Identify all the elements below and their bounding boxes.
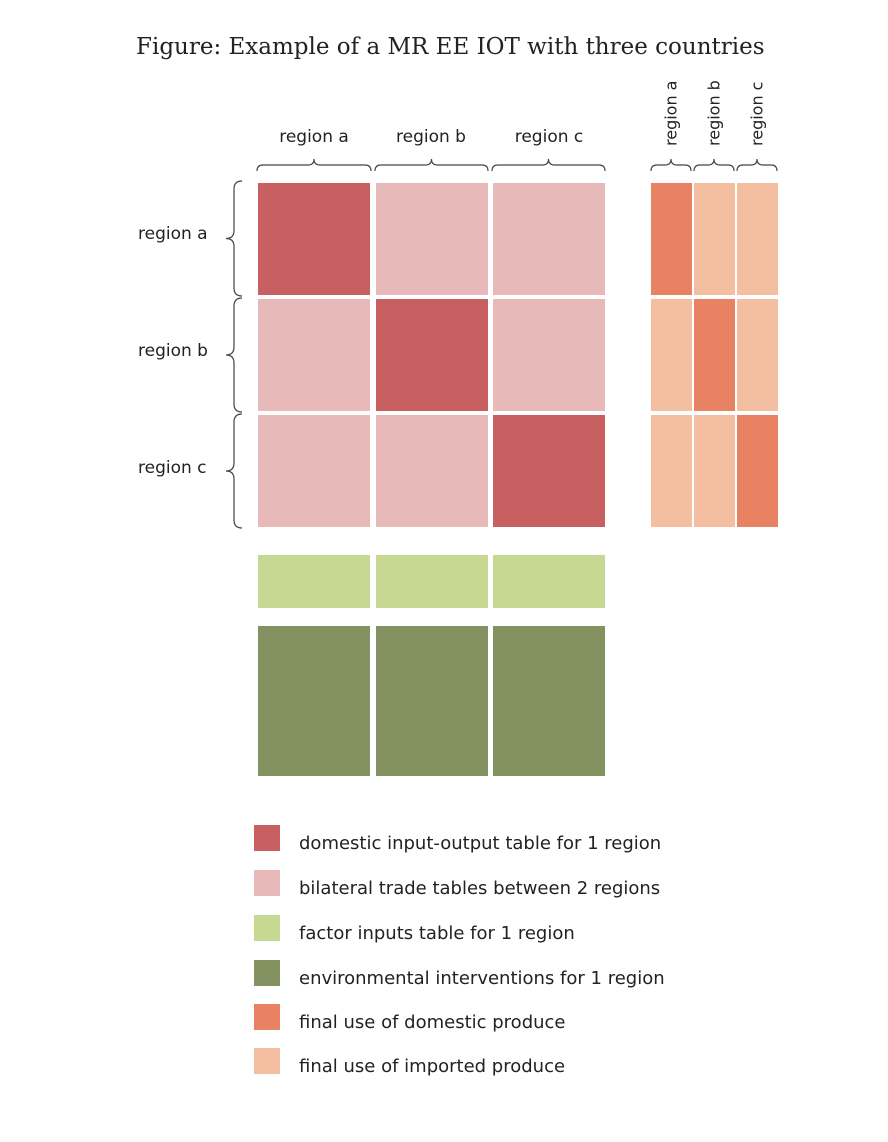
bilateral-trade-table-c-a bbox=[258, 415, 370, 527]
final-use-domestic-a bbox=[651, 183, 692, 295]
column-label-region-c: region c bbox=[514, 127, 584, 147]
bilateral-trade-table-b-c bbox=[493, 299, 605, 411]
bilateral-trade-table-a-c bbox=[493, 183, 605, 295]
domestic-io-table-a bbox=[258, 183, 370, 295]
curly-brace bbox=[736, 158, 778, 172]
legend-item-bilateral: bilateral trade tables between 2 regions bbox=[254, 868, 674, 899]
final-use-imported-c-a bbox=[651, 415, 692, 527]
curly-brace bbox=[225, 413, 243, 529]
legend-swatch bbox=[254, 825, 280, 851]
final-use-imported-c-b bbox=[694, 415, 735, 527]
factor-inputs-table-a bbox=[258, 555, 370, 608]
final-use-domestic-b bbox=[694, 299, 735, 411]
factor-inputs-table-b bbox=[376, 555, 488, 608]
curly-brace bbox=[693, 158, 735, 172]
final-use-imported-a-b bbox=[694, 183, 735, 295]
bilateral-trade-table-a-b bbox=[376, 183, 488, 295]
legend-item-domestic: domestic input-output table for 1 region bbox=[254, 823, 674, 854]
legend-swatch bbox=[254, 960, 280, 986]
environmental-interventions-a bbox=[258, 626, 370, 776]
curly-brace bbox=[225, 297, 243, 413]
column-label-region-a: region a bbox=[279, 127, 349, 147]
legend-label: domestic input-output table for 1 region bbox=[299, 833, 662, 854]
final-use-imported-b-a bbox=[651, 299, 692, 411]
domestic-io-table-b bbox=[376, 299, 488, 411]
legend-label: final use of domestic produce bbox=[299, 1012, 566, 1033]
row-label-region-b: region b bbox=[138, 341, 208, 361]
curly-brace bbox=[225, 180, 243, 297]
legend-label: bilateral trade tables between 2 regions bbox=[299, 878, 661, 899]
curly-brace bbox=[256, 158, 372, 172]
final-use-imported-a-c bbox=[737, 183, 778, 295]
curly-brace bbox=[374, 158, 489, 172]
figure-title: Figure: Example of a MR EE IOT with thre… bbox=[136, 34, 765, 60]
legend-swatch bbox=[254, 1004, 280, 1030]
factor-inputs-table-c bbox=[493, 555, 605, 608]
legend-label: factor inputs table for 1 region bbox=[299, 923, 575, 944]
domestic-io-table-c bbox=[493, 415, 605, 527]
final-use-domestic-c bbox=[737, 415, 778, 527]
legend-swatch bbox=[254, 870, 280, 896]
legend-item-factor: factor inputs table for 1 region bbox=[254, 913, 674, 944]
legend-label: final use of imported produce bbox=[299, 1056, 566, 1077]
legend-item-final-imported: final use of imported produce bbox=[254, 1046, 674, 1077]
legend-label: environmental interventions for 1 region bbox=[299, 968, 665, 989]
bilateral-trade-table-c-b bbox=[376, 415, 488, 527]
final-use-imported-b-c bbox=[737, 299, 778, 411]
legend-swatch bbox=[254, 1048, 280, 1074]
row-label-region-c: region c bbox=[138, 458, 207, 478]
environmental-interventions-c bbox=[493, 626, 605, 776]
curly-brace bbox=[491, 158, 606, 172]
legend-item-environmental: environmental interventions for 1 region bbox=[254, 958, 674, 989]
column-label-region-b: region b bbox=[396, 127, 466, 147]
environmental-interventions-b bbox=[376, 626, 488, 776]
curly-brace bbox=[650, 158, 692, 172]
legend-swatch bbox=[254, 915, 280, 941]
legend-item-final-domestic: final use of domestic produce bbox=[254, 1002, 674, 1033]
row-label-region-a: region a bbox=[138, 224, 208, 244]
bilateral-trade-table-b-a bbox=[258, 299, 370, 411]
brace-lines bbox=[225, 158, 778, 529]
